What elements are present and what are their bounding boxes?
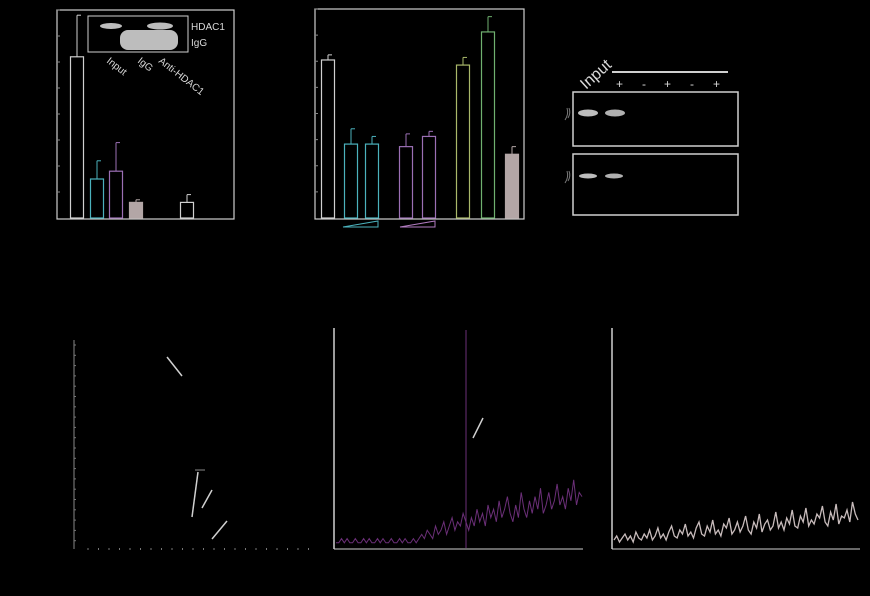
inset-lane-label-1: IgG	[135, 56, 155, 75]
panel-d-ticks	[74, 344, 309, 550]
inset-band-anti-hdac1	[147, 22, 173, 30]
blot-side-mark-upper	[564, 107, 571, 121]
panel-bottom-left	[73, 340, 309, 550]
blot-header-sign-4: -	[690, 77, 694, 91]
b-bar-5	[455, 64, 471, 219]
blot-header-sign-2: -	[642, 77, 646, 91]
panel-top-middle	[314, 8, 525, 228]
panel-f-trace	[613, 501, 859, 544]
blot-side-mark-lower	[564, 170, 571, 184]
b-bar-0	[320, 59, 336, 219]
a-bar-4	[179, 201, 195, 219]
a-bar-0	[69, 56, 85, 219]
blot-upper-band-1	[578, 109, 598, 117]
blot-header-input: Input	[577, 56, 615, 93]
inset-band-igg	[120, 30, 178, 50]
panel-e-pointer	[472, 417, 484, 439]
inset-lane-label-0: Input	[104, 56, 128, 78]
blot-header-sign-3: +	[664, 77, 671, 91]
b-bar-6	[480, 31, 496, 219]
a-bar-2	[108, 170, 124, 219]
panel-d-pointer-4	[211, 520, 228, 540]
inset-band-input-hdac1	[100, 23, 122, 29]
panel-b-bars	[320, 16, 520, 219]
inset-band-label-0: HDAC1	[191, 22, 225, 33]
panel-b-frame	[314, 8, 525, 220]
b-bar-3	[398, 146, 414, 219]
blot-lower-band-1	[579, 173, 597, 179]
panel-a-bars	[69, 14, 195, 219]
panel-d-pointer-2	[191, 471, 199, 518]
b-bar-7	[504, 153, 520, 219]
b-bar-1	[343, 143, 359, 219]
b-bar-2	[364, 143, 380, 219]
a-bar-1	[89, 178, 105, 219]
panel-bottom-middle	[333, 328, 583, 550]
panel-top-right: Input + - + - +	[564, 56, 739, 216]
dose-wedge-teal	[342, 220, 379, 228]
panel-b-y-ticks	[315, 8, 318, 193]
panel-d-pointer-3	[201, 489, 213, 509]
blot-header-sign-5: +	[713, 77, 720, 91]
b-bar-4	[421, 135, 437, 219]
blot-upper-frame	[572, 91, 739, 147]
panel-bottom-right	[611, 328, 860, 550]
blot-lower-frame	[572, 153, 739, 216]
blot-upper-band-2	[605, 109, 625, 117]
blot-lower-band-2	[605, 173, 623, 179]
inset-lane-label-2: Anti-HDAC1	[156, 56, 206, 98]
panel-d-pointer-1	[166, 356, 183, 377]
panel-a-y-ticks	[57, 9, 60, 193]
panel-e-trace	[336, 479, 583, 544]
a-bar-3	[128, 201, 144, 219]
panel-top-left: HDAC1 IgG Input IgG Anti-HDAC1	[56, 9, 235, 220]
inset-band-label-1: IgG	[191, 38, 207, 49]
blot-header-sign-1: +	[616, 77, 623, 91]
dose-wedge-purple	[399, 220, 436, 228]
